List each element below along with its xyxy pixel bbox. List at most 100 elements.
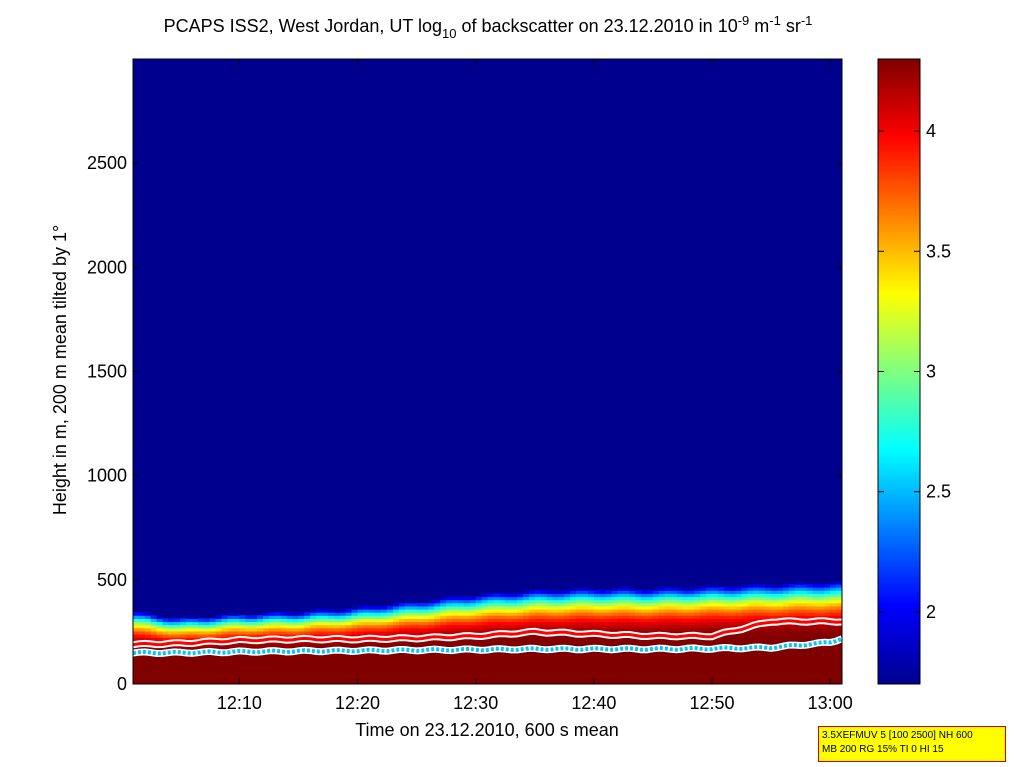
heatmap-cell [800, 580, 808, 585]
heatmap-cell [233, 665, 240, 669]
heatmap-cell [251, 627, 258, 632]
heatmap-cell [558, 640, 565, 644]
heatmap-cell [499, 655, 506, 660]
heatmap-cell [268, 615, 276, 619]
heatmap-cell [286, 662, 294, 666]
heatmap-cell [623, 596, 630, 601]
heatmap-cell [263, 612, 270, 616]
heatmap-cell [345, 655, 353, 660]
heatmap-cell [233, 624, 240, 629]
heatmap-cell [452, 659, 459, 663]
heatmap-cell [629, 668, 636, 673]
heatmap-cell [198, 618, 205, 623]
heatmap-cell [723, 680, 731, 684]
heatmap-cell [511, 618, 518, 623]
heatmap-cell [339, 612, 347, 616]
heatmap-cell [452, 618, 459, 623]
heatmap-cell [186, 680, 193, 684]
heatmap-cell [381, 612, 388, 616]
heatmap-cell [174, 624, 181, 629]
heatmap-cell [605, 677, 613, 682]
heatmap-cell [263, 668, 270, 673]
heatmap-cell [717, 615, 725, 619]
heatmap-cell [428, 674, 435, 679]
heatmap-cell [440, 624, 447, 629]
heatmap-cell [599, 643, 607, 648]
heatmap-cell [446, 605, 453, 610]
heatmap-cell [345, 624, 353, 629]
heatmap-cell [517, 665, 524, 669]
heatmap-cell [463, 671, 471, 676]
heatmap-cell [463, 640, 471, 644]
heatmap-cell [652, 665, 660, 669]
heatmap-cell [434, 665, 441, 669]
heatmap-cell [404, 659, 412, 663]
heatmap-cell [824, 627, 831, 632]
heatmap-cell [517, 668, 524, 673]
heatmap-cell [410, 609, 418, 613]
heatmap-cell [487, 643, 494, 648]
heatmap-cell [534, 643, 542, 648]
heatmap-cell [593, 674, 601, 679]
heatmap-cell [511, 668, 518, 673]
heatmap-cell [635, 668, 642, 673]
heatmap-cell [647, 659, 654, 663]
heatmap-cell [245, 630, 252, 635]
heatmap-cell [647, 643, 654, 648]
heatmap-cell [635, 593, 642, 598]
heatmap-cell [777, 590, 784, 594]
heatmap-cell [582, 680, 589, 684]
heatmap-cell [381, 624, 388, 629]
heatmap-cell [387, 652, 394, 657]
heatmap-cell [582, 655, 589, 660]
heatmap-cell [422, 609, 429, 613]
heatmap-cell [611, 668, 619, 673]
heatmap-cell [339, 624, 347, 629]
heatmap-cell [174, 637, 181, 641]
heatmap-cell [227, 621, 234, 626]
heatmap-cell [540, 640, 548, 644]
heatmap-cell [475, 624, 483, 629]
heatmap-cell [221, 646, 229, 651]
heatmap-cell [812, 624, 819, 629]
heatmap-cell [582, 615, 589, 619]
heatmap-cell [605, 627, 613, 632]
heatmap-cell [765, 662, 772, 666]
heatmap-cell [824, 634, 831, 638]
heatmap-cell [694, 674, 701, 679]
heatmap-cell [635, 624, 642, 629]
heatmap-cell [416, 615, 424, 619]
heatmap-cell [505, 627, 512, 632]
heatmap-cell [511, 602, 518, 607]
heatmap-cell [452, 630, 459, 635]
heatmap-cell [735, 659, 743, 663]
heatmap-cell [416, 643, 424, 648]
heatmap-cell [824, 674, 831, 679]
heatmap-cell [582, 671, 589, 676]
heatmap-cell [180, 637, 187, 641]
heatmap-cell [203, 624, 211, 629]
heatmap-cell [641, 621, 648, 626]
heatmap-cell [162, 674, 169, 679]
heatmap-cell [605, 596, 613, 601]
heatmap-cell [706, 605, 713, 610]
heatmap-cell [794, 615, 802, 619]
heatmap-cell [676, 621, 684, 626]
heatmap-cell [144, 646, 152, 651]
heatmap-cell [398, 605, 406, 610]
heatmap-cell [475, 602, 483, 607]
heatmap-cell [582, 590, 589, 594]
heatmap-cell [830, 612, 837, 616]
heatmap-cell [788, 671, 796, 676]
heatmap-cell [133, 630, 140, 635]
heatmap-cell [729, 634, 737, 638]
heatmap-cell [777, 680, 784, 684]
heatmap-cell [458, 609, 465, 613]
heatmap-cell [233, 612, 240, 616]
heatmap-cell [304, 615, 311, 619]
heatmap-cell [552, 612, 559, 616]
heatmap-cell [263, 674, 270, 679]
heatmap-cell [652, 674, 660, 679]
heatmap-cell [192, 630, 199, 635]
heatmap-cell [635, 680, 642, 684]
